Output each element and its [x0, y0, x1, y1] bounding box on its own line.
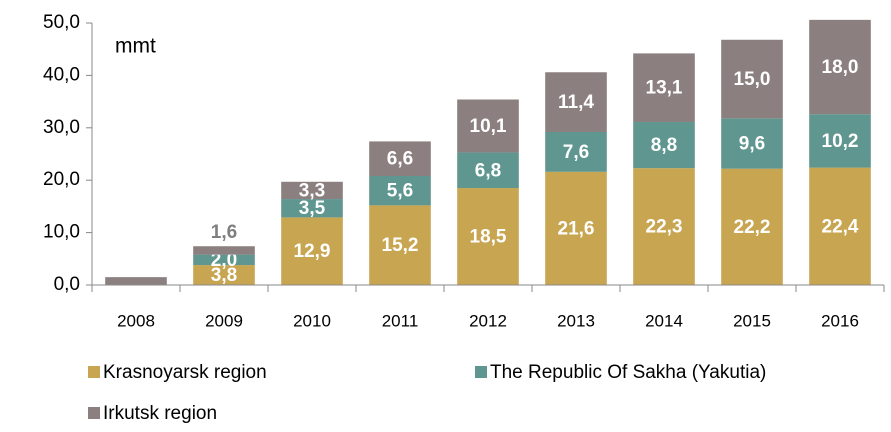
bar-segment	[809, 167, 871, 285]
bar-segment	[721, 39, 783, 119]
bar-segment	[193, 254, 255, 266]
data-label: 1,6	[211, 222, 237, 243]
y-tick-label: 20,0	[43, 169, 80, 190]
bar-segment	[369, 205, 431, 285]
data-label: 18,0	[822, 57, 859, 78]
x-tick-label: 2011	[382, 311, 419, 330]
bar-segment	[457, 152, 519, 189]
legend-label: Krasnoyarsk region	[103, 362, 267, 383]
bar-segment	[105, 277, 167, 285]
bar-segment	[281, 199, 343, 218]
data-label: 10,1	[470, 116, 507, 137]
data-label: 6,8	[475, 160, 501, 181]
x-tick-label: 2009	[205, 311, 243, 330]
bar-segment	[545, 171, 607, 285]
bar-segment	[193, 265, 255, 285]
x-tick-label: 2010	[293, 311, 331, 330]
x-tick-label: 2014	[645, 311, 683, 330]
data-label: 18,5	[470, 227, 507, 248]
bar-segment	[809, 19, 871, 115]
data-label: 11,4	[558, 92, 594, 113]
data-label: 5,6	[387, 181, 413, 202]
bar-segment	[281, 181, 343, 200]
bar-segment	[633, 53, 695, 123]
bar-segment	[633, 122, 695, 169]
unit-label: mmt	[115, 35, 156, 58]
bar-segment	[721, 118, 783, 169]
data-label: 22,4	[822, 216, 859, 237]
y-tick-label: 10,0	[43, 222, 80, 243]
bar-segment	[545, 72, 607, 132]
data-label: 2,0	[211, 250, 237, 271]
data-label: 22,3	[646, 217, 683, 238]
bar-segment	[809, 114, 871, 168]
data-label: 7,6	[563, 142, 589, 163]
x-tick-label: 2016	[821, 311, 859, 330]
data-label: 3,3	[299, 180, 325, 201]
data-label: 22,2	[734, 217, 771, 238]
y-tick-label: 0,0	[54, 274, 80, 295]
legend-swatch	[88, 407, 100, 419]
bar-segment	[457, 99, 519, 153]
data-label: 9,6	[739, 134, 765, 155]
data-label: 3,5	[299, 198, 326, 219]
data-label: 13,1	[646, 78, 683, 99]
data-label: 3,8	[211, 265, 237, 286]
bar-segment	[457, 188, 519, 285]
x-tick-label: 2012	[469, 311, 507, 330]
bar-segment	[633, 168, 695, 285]
x-tick-label: 2013	[557, 311, 595, 330]
data-label: 21,6	[558, 218, 595, 239]
y-tick-label: 50,0	[43, 12, 80, 33]
data-label: 8,8	[651, 135, 677, 156]
y-tick-label: 40,0	[43, 64, 80, 85]
data-label: 12,9	[294, 241, 331, 262]
x-tick-label: 2015	[733, 311, 771, 330]
bar-segment	[193, 246, 255, 255]
legend-swatch	[475, 366, 487, 378]
bar-segment	[545, 131, 607, 172]
bar-segment	[721, 168, 783, 285]
data-label: 10,2	[822, 131, 859, 152]
bar-segment	[369, 176, 431, 206]
legend-label: Irkutsk region	[103, 403, 217, 424]
bar-segment	[369, 141, 431, 177]
data-label: 6,6	[387, 149, 413, 170]
legend-swatch	[88, 366, 100, 378]
x-tick-label: 2008	[117, 311, 155, 330]
bar-segment	[281, 217, 343, 285]
data-label: 15,0	[734, 69, 771, 90]
y-tick-label: 30,0	[43, 117, 80, 138]
data-label: 15,2	[382, 235, 419, 256]
legend-label: The Republic Of Sakha (Yakutia)	[490, 362, 766, 383]
